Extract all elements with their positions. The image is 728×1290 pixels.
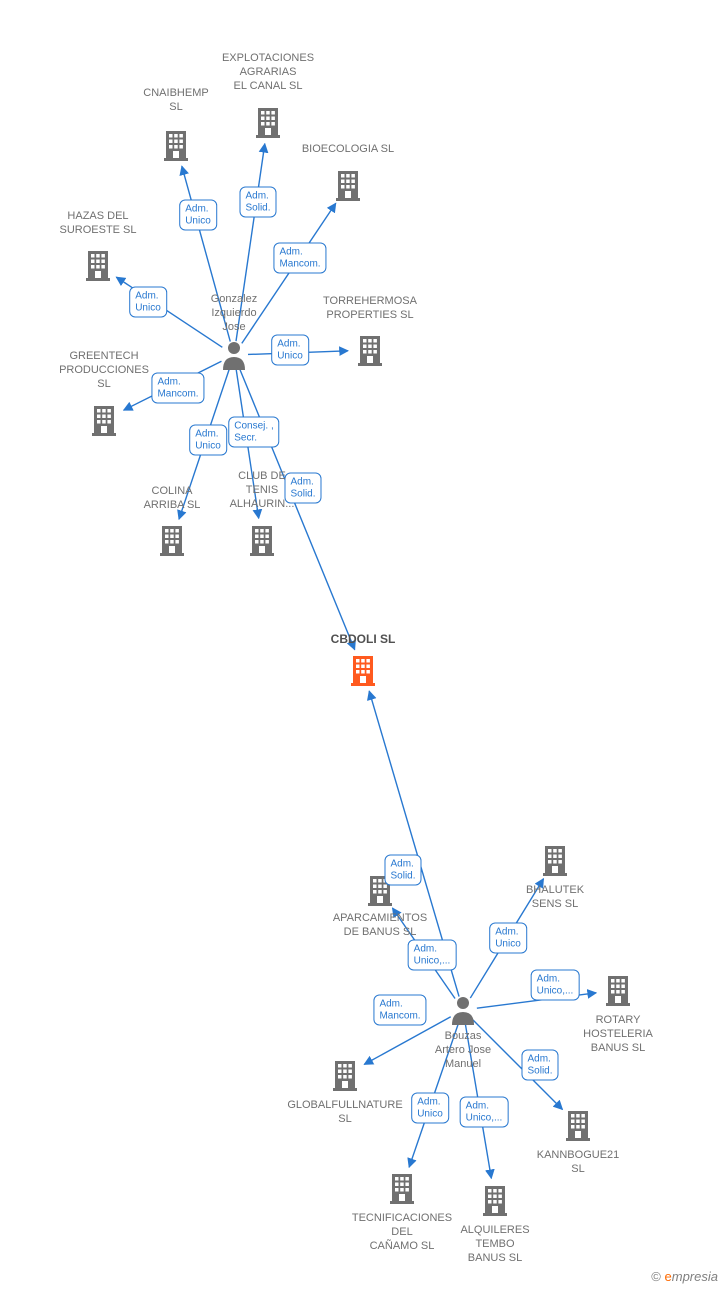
company-label: ALQUILERESTEMBOBANUS SL [435,1224,555,1265]
person-label: GonzalezIzquierdoJose [174,293,294,334]
person-icon[interactable] [221,340,247,370]
edge-label: Consej. , Secr. [228,417,279,448]
person-icon[interactable] [450,995,476,1025]
company-icon[interactable] [388,1172,416,1204]
edge-label: Adm. Unico [179,200,217,231]
edge-label: Adm. Unico [411,1093,449,1124]
company-label: TORREHERMOSAPROPERTIES SL [310,295,430,323]
edge-label: Adm. Unico [271,335,309,366]
company-icon[interactable] [481,1184,509,1216]
edge-label: Adm. Mancom. [373,995,426,1026]
company-label: EXPLOTACIONESAGRARIASEL CANAL SL [208,52,328,93]
company-label: KANNBOGUE21SL [518,1149,638,1177]
company-label: ROTARYHOSTELERIABANUS SL [558,1014,678,1055]
company-icon[interactable] [541,844,569,876]
company-icon[interactable] [162,129,190,161]
edge-label: Adm. Solid. [239,187,276,218]
copyright-symbol: © [651,1269,661,1284]
company-icon[interactable] [90,404,118,436]
watermark: © empresia [651,1269,718,1284]
edge-label: Adm. Unico [189,425,227,456]
edge-label: Adm. Unico,... [408,940,457,971]
edge-label: Adm. Mancom. [273,243,326,274]
center-company-icon[interactable] [349,654,377,686]
company-label: BIOECOLOGIA SL [288,143,408,157]
person-label: BouzasArtero JoseManuel [403,1030,523,1071]
company-icon[interactable] [84,249,112,281]
edge-label: Adm. Unico [489,923,527,954]
company-label: CBDOLI SL [303,632,423,647]
company-icon[interactable] [356,334,384,366]
edge-label: Adm. Unico [129,287,167,318]
company-label: CLUB DETENISALHAURIN... [202,470,322,511]
edge-label: Adm. Unico,... [460,1097,509,1128]
brand-rest: mpresia [672,1269,718,1284]
company-label: APARCAMIENTOSDE BANUS SL [320,912,440,940]
edge-label: Adm. Solid. [384,855,421,886]
company-icon[interactable] [331,1059,359,1091]
edge-label: Adm. Unico,... [531,970,580,1001]
company-icon[interactable] [334,169,362,201]
company-label: GREENTECHPRODUCCIONESSL [44,350,164,391]
company-icon[interactable] [248,524,276,556]
edge-label: Adm. Solid. [521,1050,558,1081]
company-icon[interactable] [254,106,282,138]
company-icon[interactable] [604,974,632,1006]
brand-e: e [665,1269,672,1284]
company-label: BHALUTEKSENS SL [495,884,615,912]
company-icon[interactable] [158,524,186,556]
company-icon[interactable] [564,1109,592,1141]
company-label: HAZAS DELSUROESTE SL [38,210,158,238]
company-label: GLOBALFULLNATURESL [285,1099,405,1127]
